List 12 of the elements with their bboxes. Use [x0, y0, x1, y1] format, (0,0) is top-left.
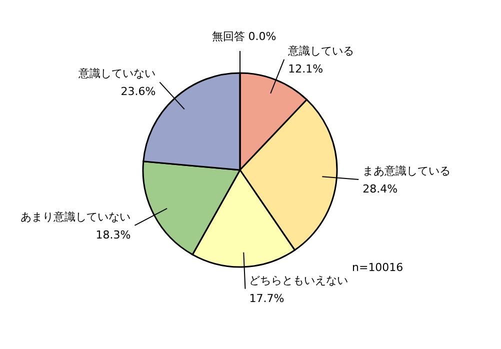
slice-label: 意識している [287, 44, 354, 58]
slice-label: 意識していない [78, 67, 156, 80]
data-label: 23.6% [120, 85, 156, 98]
slice-label: あまり意識していない [20, 210, 131, 224]
data-label: 17.7% [249, 292, 284, 305]
data-label: 28.4% [362, 182, 398, 196]
text: n=10016 [352, 261, 404, 274]
category-label: 無回答 0.0% [212, 30, 276, 43]
slice-label: まあ意識している [362, 164, 451, 178]
slice-label: どちらともいえない [249, 274, 348, 287]
data-label: 12.1% [288, 62, 324, 76]
data-label: 18.3% [96, 228, 131, 242]
